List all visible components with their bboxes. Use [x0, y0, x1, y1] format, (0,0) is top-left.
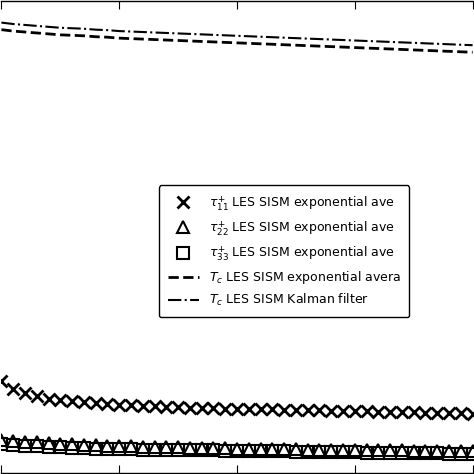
- Legend: $\tau_{11}^{+}$ LES SISM exponential ave, $\tau_{22}^{+}$ LES SISM exponential a: $\tau_{11}^{+}$ LES SISM exponential ave…: [159, 185, 410, 317]
